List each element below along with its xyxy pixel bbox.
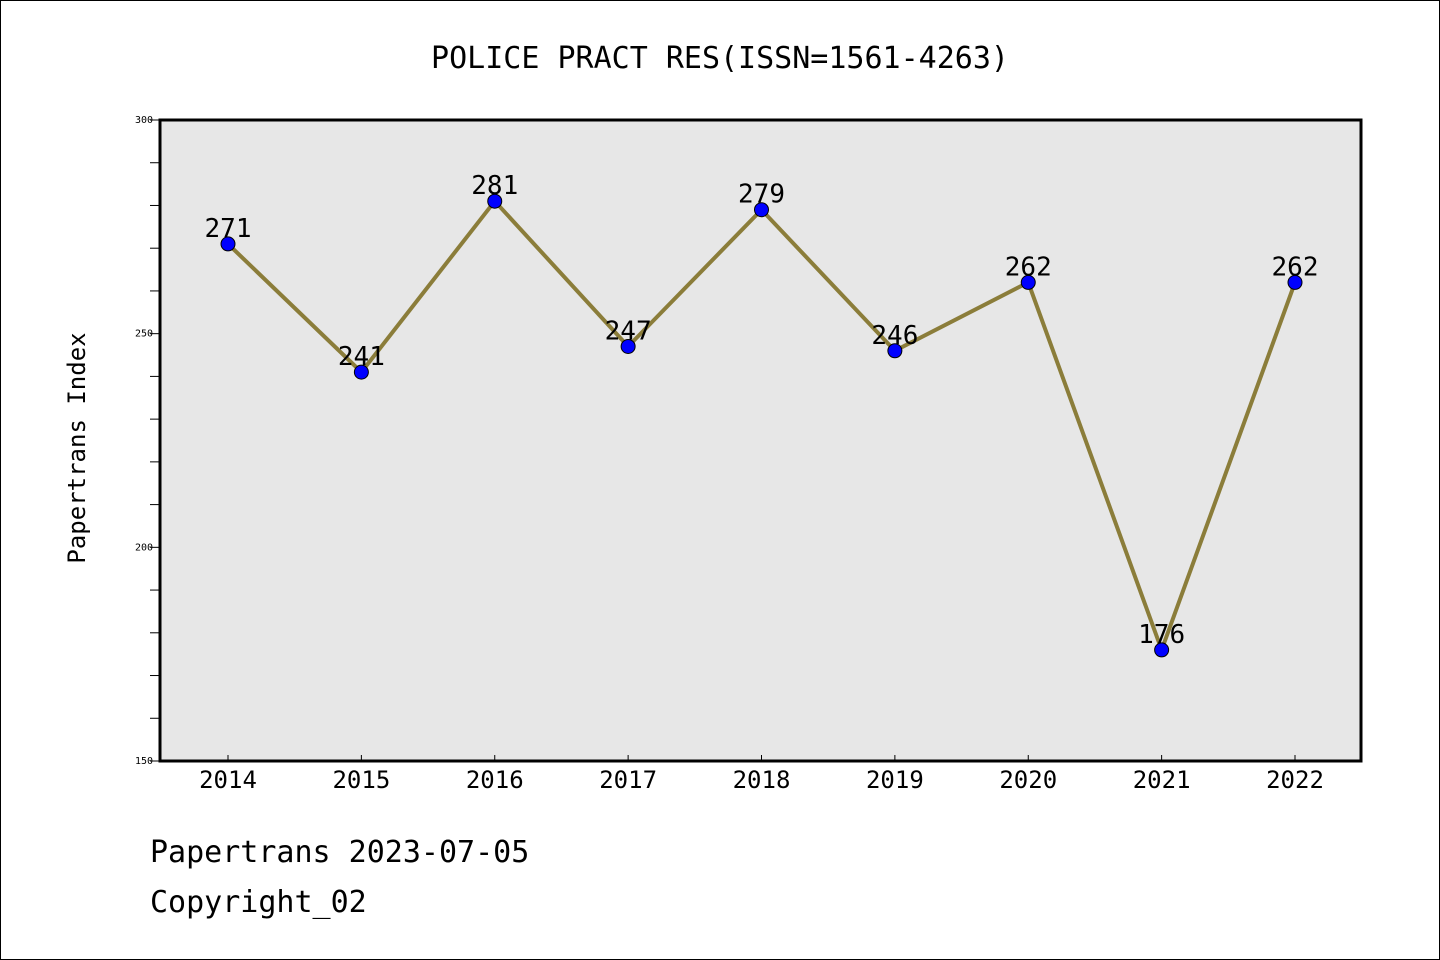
- data-point-marker: [620, 338, 636, 354]
- data-point-marker: [1287, 274, 1303, 290]
- x-tick-label: 2014: [199, 766, 257, 794]
- data-label: 279: [738, 180, 785, 210]
- y-tick-label: 250: [135, 329, 153, 340]
- data-point-marker: [887, 343, 903, 359]
- x-tick-label: 2020: [999, 766, 1057, 794]
- x-tick-label: 2018: [733, 766, 791, 794]
- data-point-marker: [353, 364, 369, 380]
- y-axis-label: Papertrans Index: [63, 332, 91, 563]
- data-label: 176: [1138, 620, 1185, 650]
- chart-title: POLICE PRACT RES(ISSN=1561-4263): [431, 41, 1009, 76]
- plot-border: [158, 118, 1363, 763]
- data-label: 281: [471, 171, 518, 201]
- x-tick-label: 2016: [466, 766, 524, 794]
- y-tick-label: 150: [135, 756, 153, 767]
- data-label: 262: [1005, 252, 1052, 282]
- footer-date-text: Papertrans 2023-07-05: [150, 835, 530, 870]
- data-point-marker: [1154, 642, 1170, 658]
- footer-copyright-text: Copyright_02: [150, 885, 367, 920]
- data-point-marker: [487, 193, 503, 209]
- data-label: 247: [605, 316, 652, 346]
- x-tick-label: 2019: [866, 766, 924, 794]
- x-tick-label: 2021: [1133, 766, 1191, 794]
- data-label: 262: [1272, 252, 1319, 282]
- data-label: 241: [338, 342, 385, 372]
- y-tick-label: 200: [135, 542, 153, 553]
- y-tick-label: 300: [135, 115, 153, 126]
- data-point-marker: [1020, 274, 1036, 290]
- data-point-marker: [754, 202, 769, 218]
- x-tick-label: 2017: [599, 766, 657, 794]
- x-tick-label: 2015: [332, 766, 390, 794]
- data-label: 271: [205, 214, 252, 244]
- data-point-marker: [220, 236, 236, 252]
- data-label: 246: [871, 321, 918, 351]
- x-tick-label: 2022: [1266, 766, 1324, 794]
